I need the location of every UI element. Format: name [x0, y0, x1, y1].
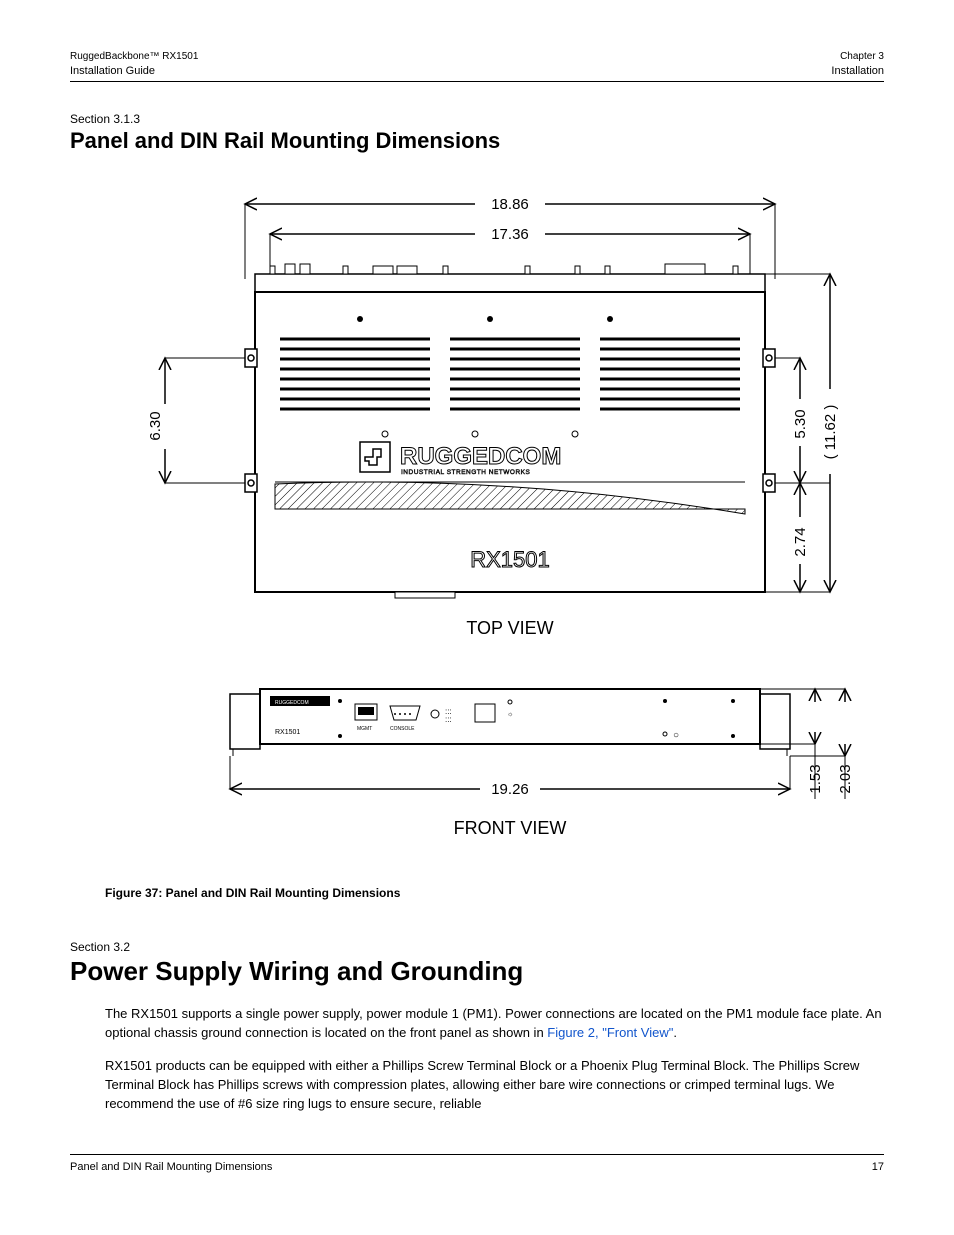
front-view-label: FRONT VIEW [454, 818, 567, 838]
front-model: RX1501 [275, 729, 300, 736]
figure-37: 18.86 17.36 [105, 174, 884, 900]
para-2: RX1501 products can be equipped with eit… [105, 1057, 884, 1114]
svg-text:CONSOLE: CONSOLE [390, 726, 415, 732]
header-product: RuggedBackbone™ RX1501 [70, 50, 198, 64]
link-figure2[interactable]: Figure 2, "Front View" [547, 1025, 673, 1040]
dim-width-inner: 17.36 [491, 226, 529, 243]
page-footer: Panel and DIN Rail Mounting Dimensions 1… [70, 1161, 884, 1173]
section-title-32: Power Supply Wiring and Grounding [70, 956, 884, 987]
front-view-chassis: RUGGEDCOM RX1501 MGMT CONSOLE ::: ::: [230, 689, 790, 756]
section-label-313: Section 3.1.3 [70, 112, 884, 126]
dim-front-h2: 2.03 [837, 765, 854, 794]
header-guide: Installation Guide [70, 64, 198, 79]
body-text: The RX1501 supports a single power suppl… [105, 1005, 884, 1113]
header-divider [70, 81, 884, 82]
svg-text:RUGGEDCOM: RUGGEDCOM [275, 700, 309, 706]
dim-front-width: 19.26 [491, 781, 529, 798]
section-title-313: Panel and DIN Rail Mounting Dimensions [70, 128, 884, 154]
dim-height-paren: ( 11.62 ) [822, 405, 839, 460]
para1-b: . [673, 1025, 677, 1040]
page-header: RuggedBackbone™ RX1501 Installation Guid… [70, 50, 884, 79]
header-chapter: Chapter 3 [831, 50, 884, 64]
footer-divider [70, 1154, 884, 1155]
svg-text:MGMT: MGMT [357, 726, 372, 732]
brand-tagline: INDUSTRIAL STRENGTH NETWORKS [401, 469, 530, 476]
dim-height-r1: 5.30 [792, 410, 809, 439]
svg-text:☼: ☼ [507, 711, 513, 718]
model-label: RX1501 [470, 547, 550, 572]
brand-name: RUGGEDCOM [400, 443, 561, 470]
top-view-label: TOP VIEW [466, 618, 553, 638]
section-label-32: Section 3.2 [70, 940, 884, 954]
figure-caption: Figure 37: Panel and DIN Rail Mounting D… [105, 886, 884, 900]
footer-page-number: 17 [872, 1161, 884, 1173]
dimensions-diagram: 18.86 17.36 [105, 174, 865, 874]
svg-text:○: ○ [673, 730, 679, 741]
top-view-chassis: MEM 2011 PROT KROT HEM HEM HEM [245, 264, 775, 598]
svg-text::::: ::: [445, 715, 452, 724]
dim-height-r2: 2.74 [792, 528, 809, 557]
para1-a: The RX1501 supports a single power suppl… [105, 1006, 882, 1040]
para-1: The RX1501 supports a single power suppl… [105, 1005, 884, 1043]
footer-left: Panel and DIN Rail Mounting Dimensions [70, 1161, 272, 1173]
header-chapter-title: Installation [831, 64, 884, 79]
dim-width-outer: 18.86 [491, 196, 529, 213]
dim-height-left: 6.30 [147, 412, 164, 441]
dim-front-h1: 1.53 [807, 765, 824, 794]
